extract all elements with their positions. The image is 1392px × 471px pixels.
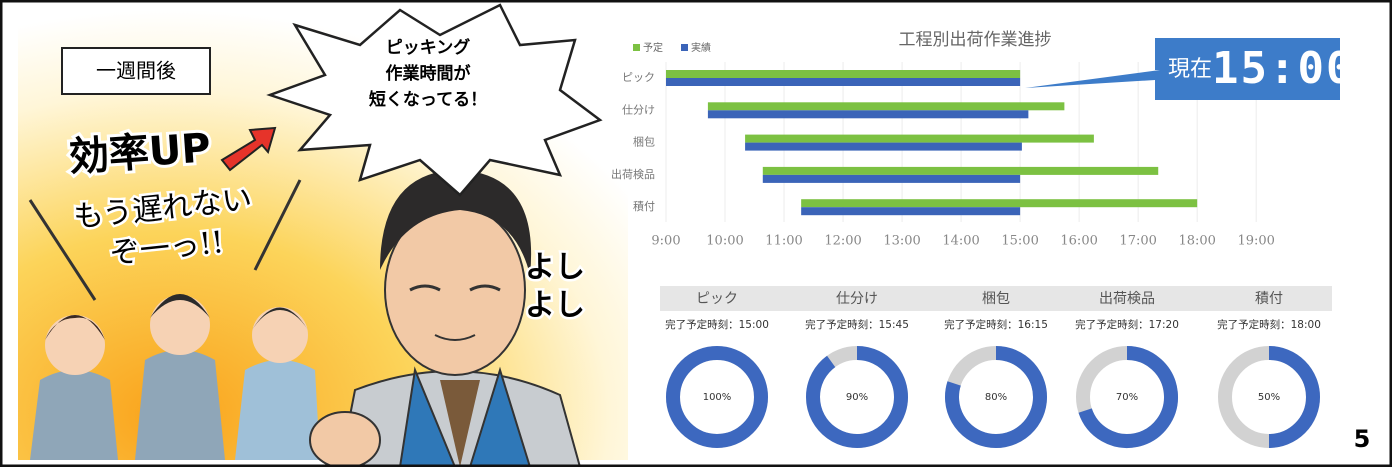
page-number: 5 bbox=[1354, 425, 1371, 453]
legend-label: 実績 bbox=[691, 41, 711, 54]
legend-swatch bbox=[633, 44, 640, 51]
legend-label: 予定 bbox=[643, 41, 663, 54]
y-tick-label: 積付 bbox=[633, 199, 655, 213]
page: 一週間後 ピッキング作業時間が短くなってる！ 効率UP もう遅れないぞ一っ!! … bbox=[0, 0, 1392, 467]
donut-title: 出荷検品 bbox=[1099, 291, 1155, 307]
text-line: よし bbox=[525, 250, 585, 285]
donut-title: 積付 bbox=[1255, 291, 1283, 307]
legend-swatch bbox=[681, 44, 688, 51]
x-tick-label: 9:00 bbox=[651, 234, 680, 249]
donut-subtitle: 完了予定時刻：15:00 bbox=[665, 318, 769, 331]
speech-text: ピッキング作業時間が短くなってる！ bbox=[369, 37, 487, 110]
bar bbox=[666, 70, 1020, 78]
comic-panel: 一週間後 ピッキング作業時間が短くなってる！ 効率UP もう遅れないぞ一っ!! … bbox=[18, 5, 628, 467]
bar bbox=[666, 78, 1020, 86]
bar bbox=[801, 199, 1197, 207]
donut-subtitle: 完了予定時刻：15:45 bbox=[805, 318, 909, 331]
x-tick-label: 13:00 bbox=[883, 234, 920, 249]
callout-label: 現在 bbox=[1168, 57, 1212, 82]
y-tick-label: ピック bbox=[622, 71, 655, 84]
bar bbox=[801, 207, 1020, 215]
bar bbox=[763, 175, 1020, 183]
bar bbox=[708, 110, 1028, 118]
x-tick-label: 12:00 bbox=[824, 234, 861, 249]
bar bbox=[745, 143, 1022, 151]
donut-title: ピック bbox=[696, 291, 738, 307]
y-tick-label: 出荷検品 bbox=[611, 167, 655, 181]
y-tick-label: 梱包 bbox=[633, 135, 655, 149]
donut-subtitle: 完了予定時刻：17:20 bbox=[1075, 318, 1179, 331]
bar bbox=[763, 167, 1158, 175]
x-tick-label: 18:00 bbox=[1178, 234, 1215, 249]
donut-subtitle: 完了予定時刻：18:00 bbox=[1217, 318, 1321, 331]
donut-value: 80% bbox=[985, 392, 1007, 403]
workers bbox=[30, 294, 320, 460]
donut-value: 90% bbox=[846, 392, 868, 403]
donut-subtitle: 完了予定時刻：16:15 bbox=[944, 318, 1048, 331]
caption: 一週間後 bbox=[96, 59, 176, 83]
x-tick-label: 11:00 bbox=[765, 234, 802, 249]
y-tick-label: 仕分け bbox=[622, 103, 655, 116]
x-tick-label: 14:00 bbox=[942, 234, 979, 249]
x-tick-label: 19:00 bbox=[1237, 234, 1274, 249]
x-tick-label: 15:00 bbox=[1001, 234, 1038, 249]
donut-title: 梱包 bbox=[982, 291, 1010, 307]
donut-value: 50% bbox=[1258, 392, 1280, 403]
bar bbox=[745, 135, 1094, 143]
text-line: 作業時間が bbox=[386, 63, 471, 84]
text-line: 短くなってる！ bbox=[369, 89, 487, 110]
x-tick-label: 16:00 bbox=[1060, 234, 1097, 249]
donut-title: 仕分け bbox=[836, 291, 878, 307]
callout-time: 15:00 bbox=[1212, 43, 1354, 94]
chart-title: 工程別出荷作業進捗 bbox=[899, 30, 1052, 50]
x-tick-label: 17:00 bbox=[1119, 234, 1156, 249]
donut-value: 70% bbox=[1116, 392, 1138, 403]
donut-value: 100% bbox=[703, 392, 732, 403]
text-line: ピッキング bbox=[386, 37, 471, 58]
x-tick-label: 10:00 bbox=[706, 234, 743, 249]
bar bbox=[708, 102, 1064, 110]
text-line: よし bbox=[525, 288, 585, 323]
